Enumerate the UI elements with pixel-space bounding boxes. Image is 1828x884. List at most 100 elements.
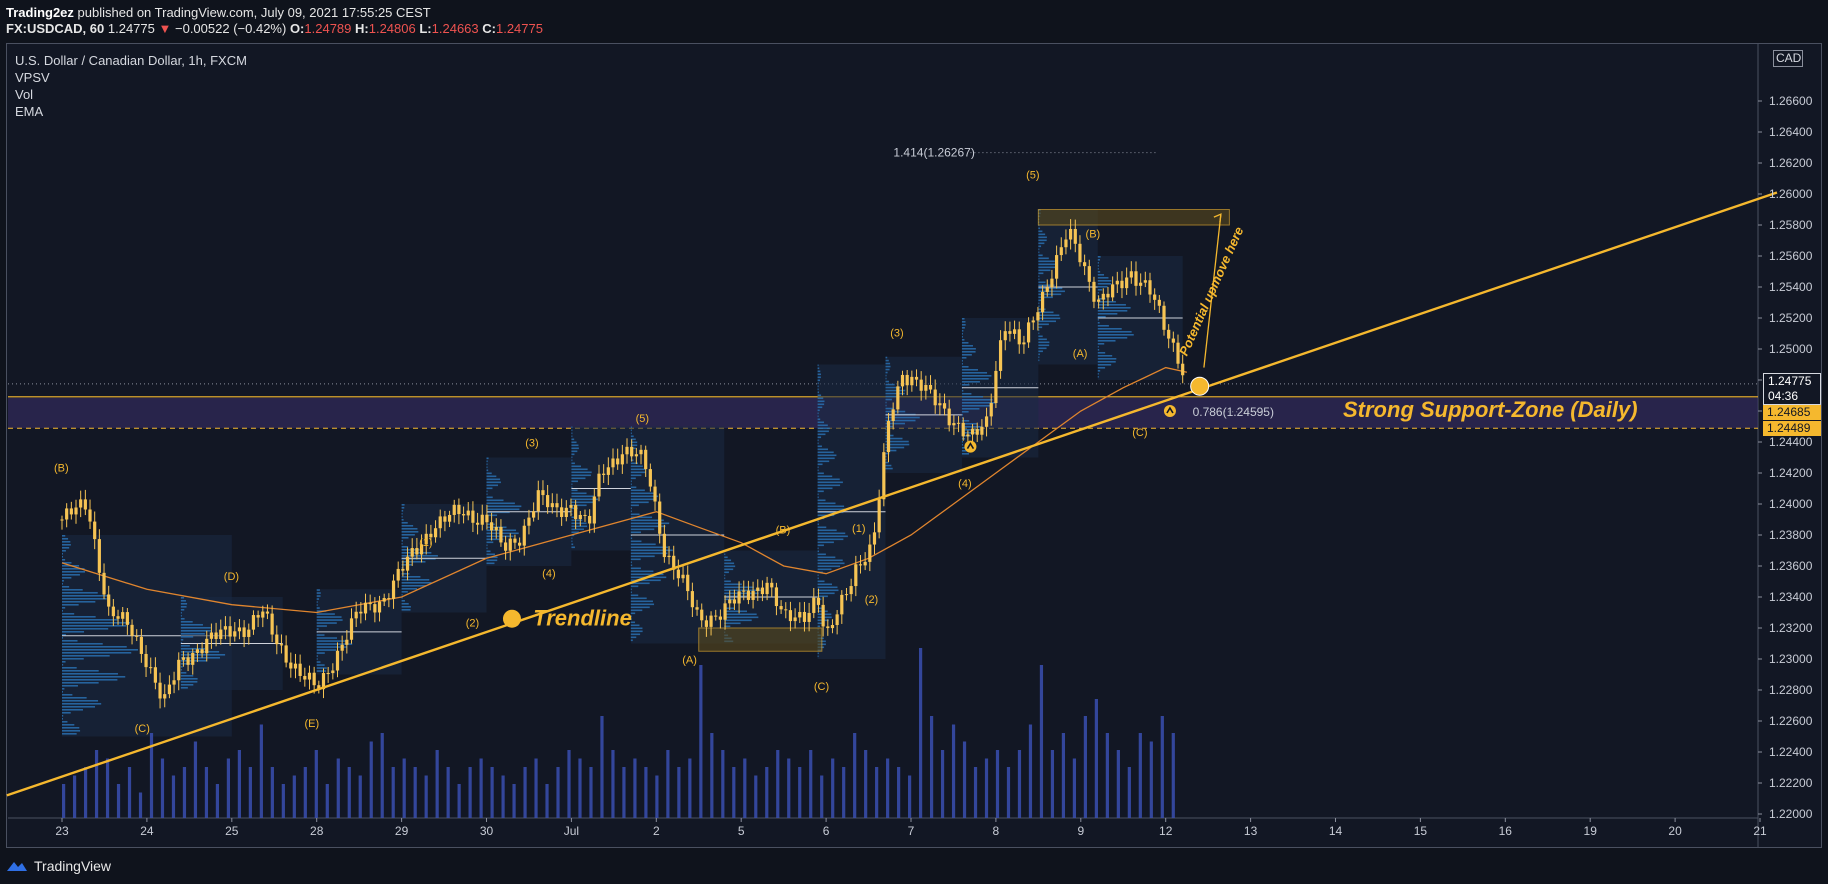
candle-body	[746, 590, 751, 600]
footer: TradingView	[6, 854, 111, 878]
volume-profile-bar	[724, 610, 748, 613]
volume-profile-bar	[724, 613, 757, 616]
volume-profile-bar	[817, 421, 825, 424]
volume-profile-bar	[180, 606, 187, 608]
volume-profile-bar	[571, 510, 573, 513]
candle-body	[387, 598, 391, 600]
volume-profile-bar	[1038, 251, 1040, 254]
volume-profile-bar	[630, 468, 646, 471]
volume-profile-bar	[630, 510, 632, 513]
volume-profile-bar	[486, 553, 495, 556]
brand-label[interactable]: TradingView	[34, 858, 112, 874]
volume-profile-bar	[885, 464, 892, 467]
volume-profile-bar	[62, 658, 84, 660]
volume-profile-bar	[401, 561, 426, 563]
volume-profile-bar	[817, 367, 820, 370]
volume-bar	[897, 767, 901, 818]
volume-profile-bar	[486, 544, 488, 547]
volume-profile-bar	[1038, 329, 1040, 332]
volume-profile-bar	[961, 327, 965, 329]
volume-profile-bar	[62, 613, 75, 615]
volume-profile-bar	[885, 467, 893, 470]
candle-body	[256, 615, 260, 618]
candle-body	[527, 517, 531, 526]
y-tick-label: 1.22800	[1769, 683, 1813, 697]
legend-title[interactable]: U.S. Dollar / Canadian Dollar, 1h, FXCM	[15, 53, 247, 68]
volume-profile-bar	[316, 661, 321, 663]
volume-profile-bar	[62, 649, 139, 651]
candle-body	[933, 389, 937, 406]
volume-bar	[182, 767, 187, 818]
volume-profile-bar	[885, 398, 892, 401]
volume-bar	[644, 767, 648, 818]
volume-profile-bar	[401, 540, 403, 542]
indicator-vol[interactable]: Vol	[15, 87, 34, 102]
volume-profile-bar	[1038, 233, 1046, 236]
volume-profile-bar	[961, 423, 977, 425]
volume-profile-bar	[401, 546, 409, 548]
candle-body	[65, 508, 69, 520]
candle-body	[634, 454, 638, 457]
volume-profile-bar	[62, 538, 69, 540]
volume-profile-bar	[885, 386, 902, 389]
fib-level-label: 1.414(1.26267)	[893, 146, 974, 160]
volume-profile-bar	[62, 607, 66, 609]
volume-profile-bar	[1038, 245, 1042, 248]
volume-profile-bar	[486, 457, 489, 460]
volume-profile-bar	[571, 528, 584, 531]
volume-bar	[754, 775, 758, 818]
candle-body	[592, 496, 596, 524]
candle-body	[475, 522, 480, 525]
candle-body	[494, 526, 498, 531]
volume-bar	[62, 784, 66, 818]
volume-profile-bar	[630, 621, 636, 624]
volume-profile-bar	[1097, 337, 1128, 339]
candle-body	[261, 611, 265, 618]
volume-profile-bar	[316, 592, 321, 594]
candle-body	[970, 429, 975, 435]
candle-body	[237, 627, 242, 632]
author-name[interactable]: Trading2ez	[6, 5, 74, 20]
volume-profile-bar	[180, 669, 182, 671]
volume-profile-bar	[630, 555, 655, 558]
candle-body	[303, 675, 307, 680]
volume-bar	[435, 750, 439, 818]
candle-body	[275, 634, 279, 645]
volume-profile-bar	[62, 616, 96, 618]
wave-label: (2)	[865, 594, 878, 606]
volume-profile-bar	[62, 598, 107, 600]
indicator-vpsv[interactable]: VPSV	[15, 70, 50, 85]
volume-bar	[776, 750, 780, 818]
volume-profile-bar	[724, 568, 734, 571]
volume-profile-bar	[401, 573, 410, 575]
currency-label[interactable]: CAD	[1773, 50, 1803, 67]
candle-body	[770, 582, 774, 588]
volume-profile-bar	[486, 478, 501, 481]
volume-profile-bar	[817, 496, 819, 499]
volume-profile-bar	[571, 426, 573, 429]
volume-bar	[787, 758, 791, 818]
volume-profile-bar	[961, 390, 964, 392]
volume-profile-bar	[1038, 242, 1045, 245]
tradingview-logo-icon[interactable]	[6, 859, 28, 873]
volume-profile-bar	[961, 375, 992, 377]
volume-profile-bar	[62, 706, 96, 708]
ema-line	[61, 366, 1188, 614]
candle-body	[121, 612, 125, 619]
volume-profile-bar	[630, 585, 639, 588]
indicator-ema[interactable]: EMA	[15, 104, 44, 119]
candle-body	[989, 403, 993, 417]
candle-body	[1064, 239, 1068, 248]
volume-profile-bar	[817, 433, 826, 436]
candle-body	[1176, 342, 1180, 364]
volume-profile-bar	[1038, 227, 1040, 230]
volume-profile-bar	[724, 592, 759, 595]
volume-profile-bar	[961, 342, 969, 344]
candle-body	[130, 624, 134, 636]
volume-profile-bar	[62, 556, 63, 558]
volume-profile-bar	[180, 684, 194, 686]
volume-profile-bar	[885, 440, 909, 443]
candle-body	[784, 609, 788, 611]
volume-profile-bar	[630, 531, 641, 534]
